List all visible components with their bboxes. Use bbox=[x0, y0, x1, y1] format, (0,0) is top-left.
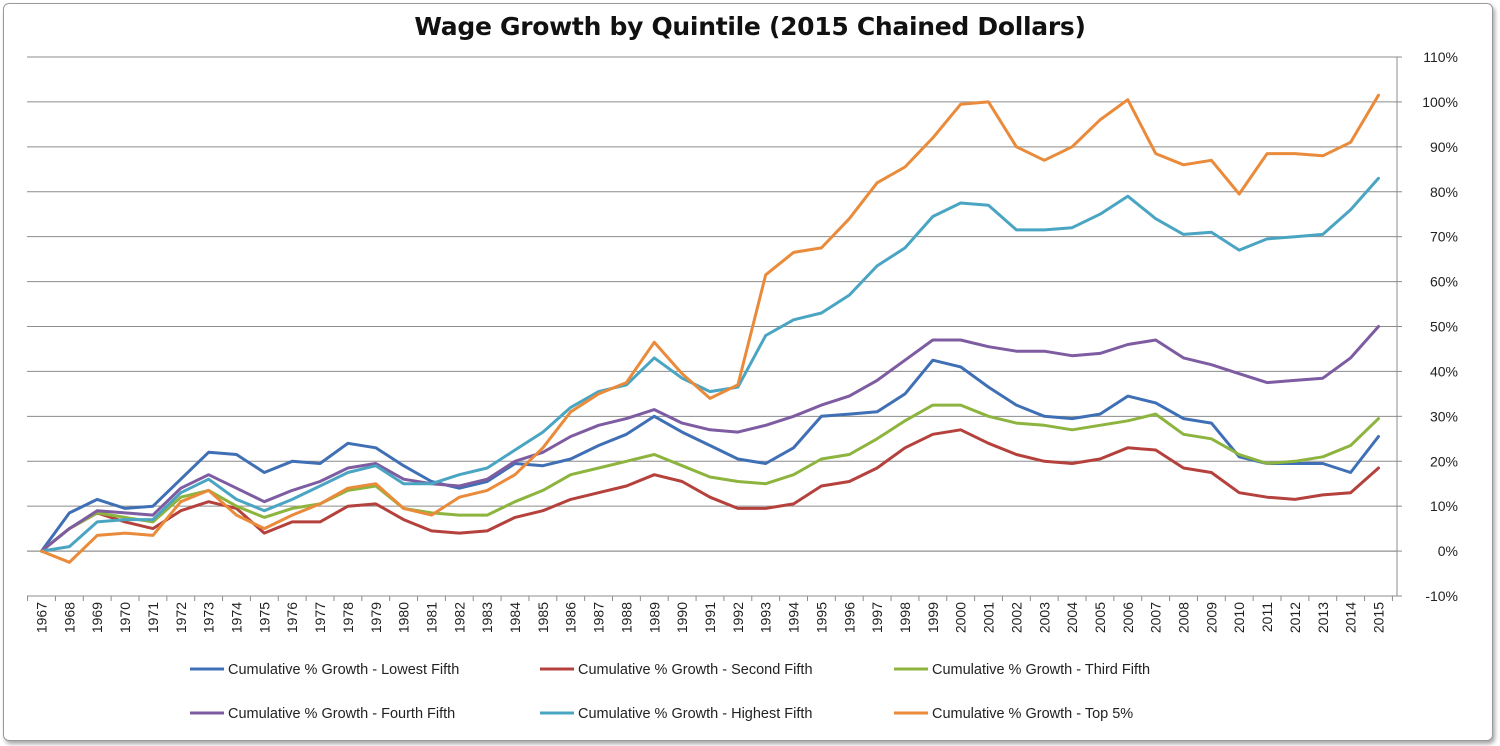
x-tick-label: 2012 bbox=[1287, 602, 1303, 633]
y-tick-label: 10% bbox=[1430, 498, 1458, 514]
series-line-2 bbox=[40, 428, 1380, 553]
x-tick-label: 2003 bbox=[1036, 602, 1052, 633]
y-tick-label: 60% bbox=[1430, 274, 1458, 290]
x-tick-label: 1994 bbox=[786, 602, 802, 633]
x-tick-label: 1977 bbox=[312, 602, 328, 633]
y-tick-label: 70% bbox=[1430, 229, 1458, 245]
chart-title: Wage Growth by Quintile (2015 Chained Do… bbox=[414, 12, 1086, 41]
x-tick-label: 1973 bbox=[201, 602, 217, 633]
y-tick-label: -10% bbox=[1425, 588, 1458, 604]
x-tick-label: 2005 bbox=[1092, 602, 1108, 633]
x-tick-label: 1967 bbox=[34, 602, 50, 633]
series-line-4 bbox=[40, 325, 1380, 553]
x-axis-tick-labels: 1967 1968 1969 1970 1971 1972 1973 1974 1975 1976… bbox=[34, 602, 1387, 633]
legend-label: Cumulative % Growth - Second Fifth bbox=[578, 662, 813, 678]
x-tick-label: 2006 bbox=[1120, 602, 1136, 633]
y-tick-label: 0% bbox=[1438, 543, 1458, 559]
x-tick-label: 1979 bbox=[368, 602, 384, 633]
y-tick-label: 110% bbox=[1423, 49, 1458, 65]
legend: Cumulative % Growth - Lowest Fifth Cumula… bbox=[190, 662, 1150, 722]
x-tick-label: 2011 bbox=[1259, 602, 1275, 632]
legend-label: Cumulative % Growth - Highest Fifth bbox=[578, 706, 813, 722]
x-tick-label: 1984 bbox=[507, 602, 523, 633]
x-tick-label: 1978 bbox=[340, 602, 356, 633]
y-tick-label: 90% bbox=[1430, 139, 1458, 155]
y-tick-label: 100% bbox=[1422, 94, 1458, 110]
series-lines bbox=[40, 93, 1380, 564]
series-line-6 bbox=[40, 93, 1380, 564]
x-tick-label: 2015 bbox=[1371, 602, 1387, 633]
x-tick-label: 2004 bbox=[1064, 602, 1080, 633]
gridlines bbox=[27, 56, 1397, 597]
x-tick-label: 1972 bbox=[173, 602, 189, 633]
y-tick-label: 30% bbox=[1430, 408, 1458, 424]
x-tick-label: 1975 bbox=[256, 602, 272, 633]
x-tick-label: 1992 bbox=[730, 602, 746, 633]
x-tick-label: 1981 bbox=[423, 602, 439, 633]
x-tick-label: 1987 bbox=[591, 602, 607, 633]
x-tick-label: 1980 bbox=[396, 602, 412, 633]
y-tick-label: 50% bbox=[1430, 319, 1458, 335]
series-line-3 bbox=[40, 403, 1380, 553]
x-tick-label: 1986 bbox=[563, 602, 579, 633]
x-tick-label: 1996 bbox=[841, 602, 857, 633]
x-tick-label: 1982 bbox=[451, 602, 467, 633]
x-tick-label: 1990 bbox=[674, 602, 690, 633]
x-tick-label: 1998 bbox=[897, 602, 913, 633]
x-tick-label: 2002 bbox=[1008, 602, 1024, 633]
legend-label: Cumulative % Growth - Fourth Fifth bbox=[228, 706, 455, 722]
x-tick-label: 1971 bbox=[145, 602, 161, 633]
legend-label: Cumulative % Growth - Third Fifth bbox=[932, 662, 1150, 678]
x-tick-label: 2008 bbox=[1176, 602, 1192, 633]
x-tick-label: 1991 bbox=[702, 602, 718, 633]
chart-frame bbox=[3, 3, 1493, 741]
y-tick-label: 80% bbox=[1430, 184, 1458, 200]
axes bbox=[27, 56, 1402, 601]
x-tick-label: 2001 bbox=[981, 602, 997, 633]
x-tick-label: 1985 bbox=[535, 602, 551, 633]
x-tick-label: 1976 bbox=[284, 602, 300, 633]
x-tick-label: 2014 bbox=[1343, 602, 1359, 633]
y-axis-tick-labels: 110% 100% 90% 80% 70% 60% 50% 40% 30% 20% 10% 0% -10… bbox=[1422, 49, 1458, 604]
series-line-5 bbox=[40, 176, 1380, 553]
x-tick-label: 1993 bbox=[758, 602, 774, 633]
x-tick-label: 2007 bbox=[1148, 602, 1164, 633]
x-tick-label: 1999 bbox=[925, 602, 941, 633]
x-tick-label: 1970 bbox=[117, 602, 133, 633]
x-tick-label: 1974 bbox=[228, 602, 244, 633]
y-tick-label: 40% bbox=[1430, 363, 1458, 379]
legend-label: Cumulative % Growth - Top 5% bbox=[932, 706, 1133, 722]
x-tick-label: 1995 bbox=[813, 602, 829, 633]
x-tick-label: 1983 bbox=[479, 602, 495, 633]
x-tick-label: 1988 bbox=[618, 602, 634, 633]
x-tick-label: 1997 bbox=[869, 602, 885, 633]
x-tick-label: 2000 bbox=[953, 602, 969, 633]
x-tick-label: 1989 bbox=[646, 602, 662, 633]
x-tick-label: 1969 bbox=[89, 602, 105, 633]
legend-label: Cumulative % Growth - Lowest Fifth bbox=[228, 662, 459, 678]
series-line-1 bbox=[40, 358, 1380, 553]
x-tick-label: 2013 bbox=[1315, 602, 1331, 633]
x-tick-label: 2009 bbox=[1203, 602, 1219, 633]
x-tick-label: 2010 bbox=[1231, 602, 1247, 633]
y-tick-label: 20% bbox=[1430, 453, 1458, 469]
x-tick-label: 1968 bbox=[61, 602, 77, 633]
